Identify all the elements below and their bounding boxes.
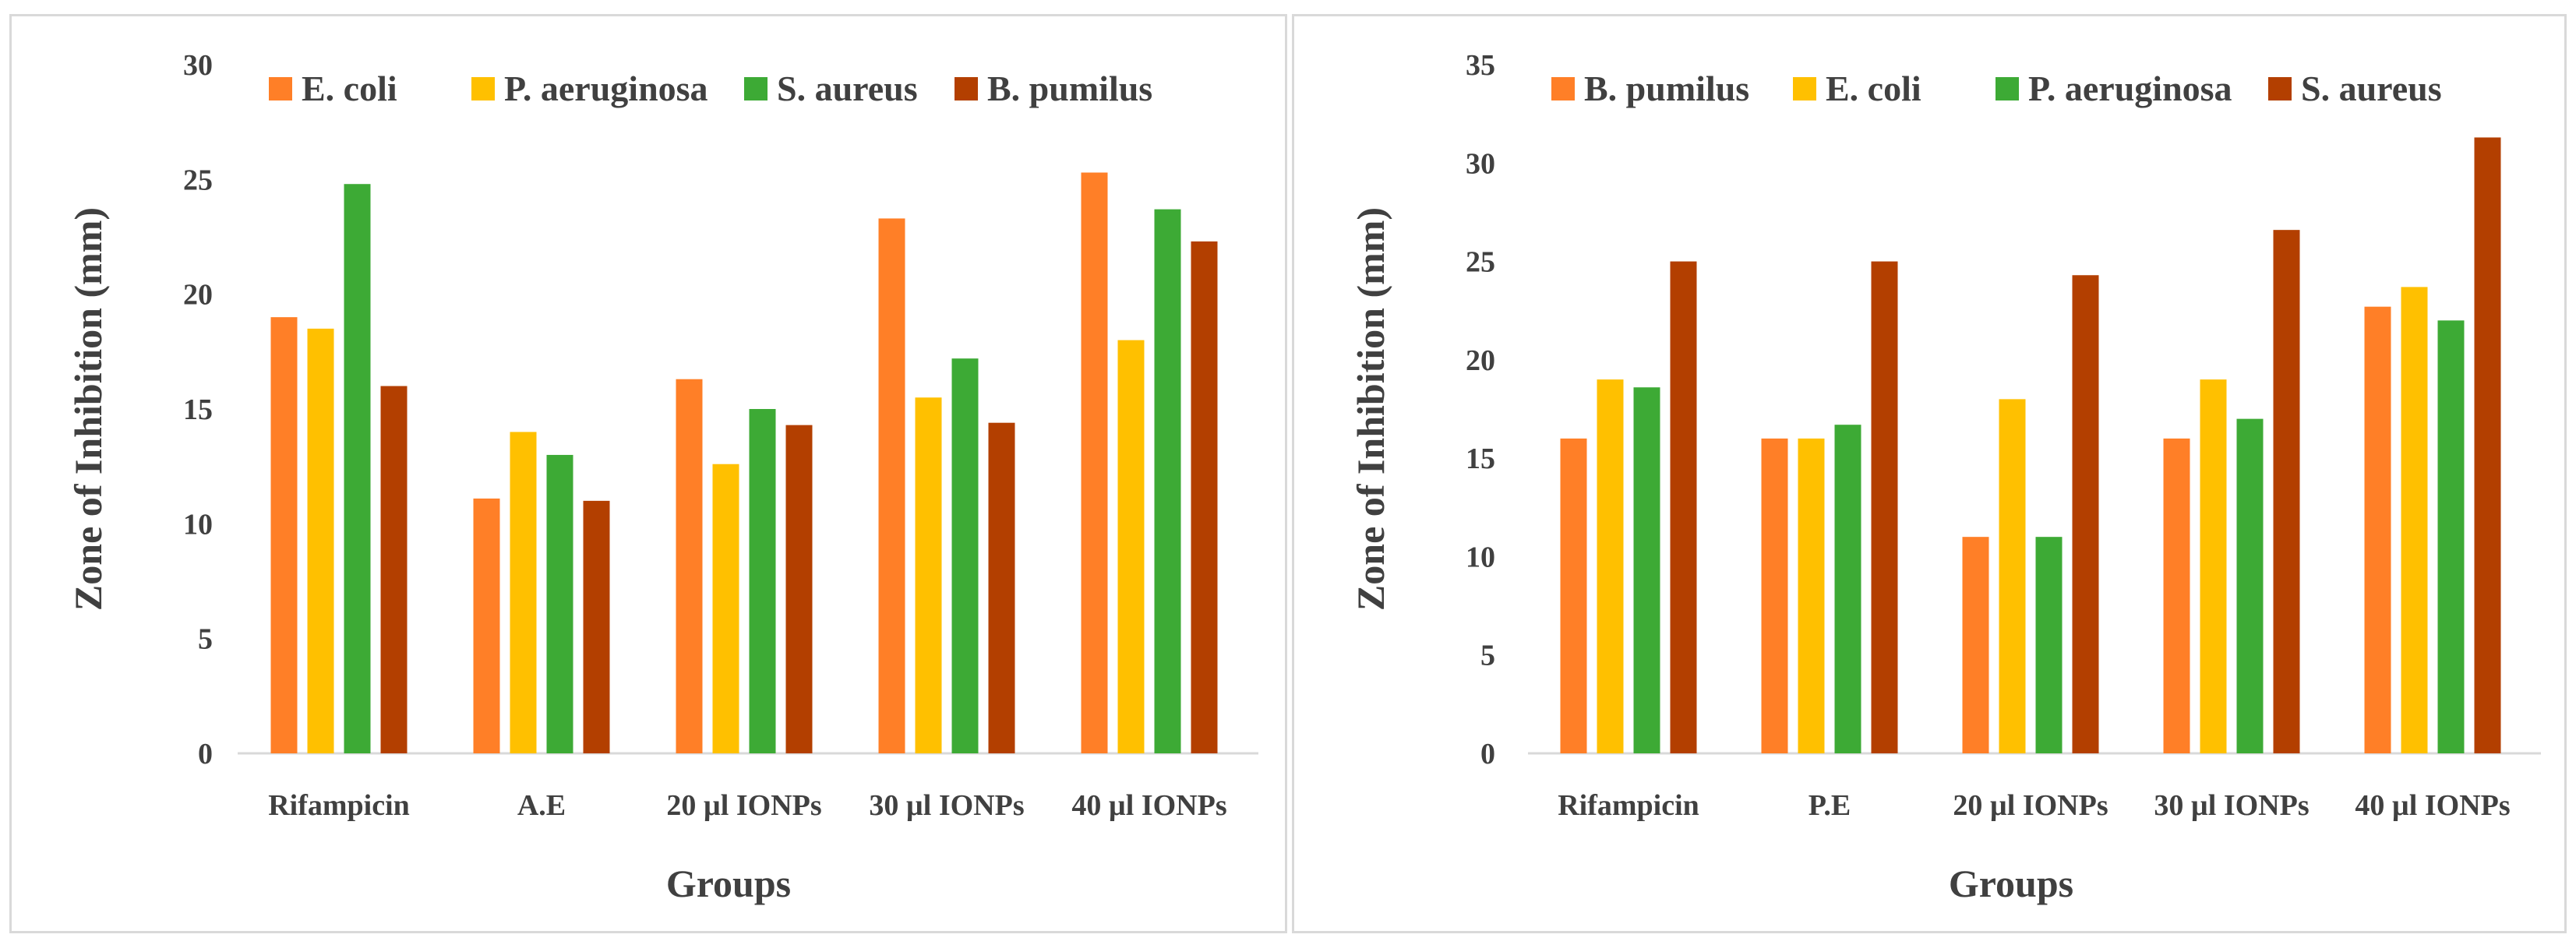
legend-label: S. aureus bbox=[2301, 69, 2442, 108]
x-category-label: 30 µl IONPs bbox=[2154, 789, 2309, 822]
chart-panel-right: 0 5 10 15 20 25 30 35 Rifampicin P.E 20 µl IONPs 30… bbox=[1292, 14, 2567, 933]
bar-p-aeruginosa-2 bbox=[2035, 537, 2063, 753]
bar-p-aeruginosa-1 bbox=[510, 432, 537, 753]
bar-b-pumilus-4 bbox=[2364, 306, 2391, 754]
x-category-label: Rifampicin bbox=[268, 789, 410, 822]
bar-p-aeruginosa-2 bbox=[712, 464, 739, 753]
bar-s-aureus-0 bbox=[344, 184, 371, 753]
bar-p-aeruginosa-4 bbox=[1117, 340, 1145, 754]
bar-s-aureus-2 bbox=[2072, 275, 2099, 753]
y-tick-label: 15 bbox=[183, 393, 213, 426]
bar-b-pumilus-0 bbox=[1560, 438, 1587, 753]
bar-s-aureus-1 bbox=[1871, 261, 1898, 754]
bar-e-coli-3 bbox=[878, 218, 905, 754]
bar-s-aureus-2 bbox=[749, 409, 776, 753]
bar-b-pumilus-3 bbox=[2163, 438, 2190, 753]
bar-s-aureus-4 bbox=[1154, 209, 1181, 753]
bar-b-pumilus-3 bbox=[988, 422, 1015, 753]
y-tick-label: 10 bbox=[1466, 541, 1495, 573]
legend-label: S. aureus bbox=[777, 69, 918, 108]
bar-b-pumilus-1 bbox=[583, 500, 610, 753]
legend-swatch bbox=[471, 77, 495, 100]
legend-swatch bbox=[269, 77, 292, 100]
x-category-label: 40 µl IONPs bbox=[1071, 789, 1226, 822]
y-tick-label: 25 bbox=[1466, 246, 1495, 279]
bar-s-aureus-0 bbox=[1670, 261, 1697, 754]
x-axis-title: Groups bbox=[1949, 862, 2073, 905]
legend-swatch bbox=[1551, 77, 1575, 100]
y-axis-title: Zone of Inhibition (mm) bbox=[1349, 207, 1392, 611]
bar-b-pumilus-4 bbox=[1191, 241, 1218, 754]
bar-p-aeruginosa-0 bbox=[1633, 387, 1660, 753]
bar-e-coli-4 bbox=[1081, 172, 1108, 753]
legend-label: P. aeruginosa bbox=[2028, 69, 2232, 108]
x-category-label: Rifampicin bbox=[1558, 789, 1699, 822]
x-category-label: P.E bbox=[1808, 789, 1851, 822]
y-tick-label: 30 bbox=[183, 49, 213, 82]
bar-e-coli-0 bbox=[1597, 379, 1624, 753]
bar-p-aeruginosa-1 bbox=[1834, 425, 1861, 753]
x-category-label: 20 µl IONPs bbox=[1953, 789, 2108, 822]
x-category-label: 20 µl IONPs bbox=[666, 789, 821, 822]
y-tick-label: 5 bbox=[1480, 640, 1495, 672]
bar-chart-left: 0 5 10 15 20 25 30 Rifampicin A.E 20 µl IONPs 30 µ… bbox=[66, 49, 1258, 905]
bar-e-coli-1 bbox=[1798, 438, 1825, 753]
x-axis-title: Groups bbox=[666, 862, 791, 905]
bar-e-coli-2 bbox=[1999, 399, 2026, 753]
legend-swatch bbox=[1996, 77, 2019, 100]
bar-chart-right: 0 5 10 15 20 25 30 35 Rifampicin P.E 20 µl IONPs 30… bbox=[1349, 49, 2541, 905]
chart-panel-left: 0 5 10 15 20 25 30 Rifampicin A.E 20 µl IONPs 30 µ… bbox=[9, 14, 1287, 933]
bar-s-aureus-1 bbox=[546, 454, 573, 753]
bar-e-coli-4 bbox=[2401, 287, 2428, 753]
x-category-label: 40 µl IONPs bbox=[2355, 789, 2510, 822]
bar-s-aureus-3 bbox=[951, 358, 979, 753]
bar-p-aeruginosa-3 bbox=[2236, 418, 2264, 753]
bar-b-pumilus-0 bbox=[380, 386, 408, 753]
y-tick-label: 0 bbox=[198, 738, 213, 770]
y-tick-label: 5 bbox=[198, 623, 213, 656]
y-tick-label: 35 bbox=[1466, 49, 1495, 82]
bar-p-aeruginosa-3 bbox=[915, 397, 942, 753]
bar-s-aureus-3 bbox=[2273, 230, 2300, 753]
bar-b-pumilus-1 bbox=[1761, 438, 1788, 753]
y-tick-label: 20 bbox=[1466, 344, 1495, 377]
y-tick-label: 15 bbox=[1466, 443, 1495, 475]
legend-label: B. pumilus bbox=[1584, 69, 1749, 108]
bar-p-aeruginosa-0 bbox=[307, 328, 334, 753]
legend-swatch bbox=[1793, 77, 1816, 100]
y-axis-title: Zone of Inhibition (mm) bbox=[66, 207, 110, 611]
legend-swatch bbox=[2268, 77, 2292, 100]
y-tick-label: 25 bbox=[183, 164, 213, 196]
legend-label: P. aeruginosa bbox=[504, 69, 708, 108]
bar-b-pumilus-2 bbox=[785, 425, 813, 753]
bar-p-aeruginosa-4 bbox=[2437, 320, 2465, 753]
y-tick-label: 30 bbox=[1466, 147, 1495, 180]
legend-swatch bbox=[955, 77, 978, 100]
legend-label: B. pumilus bbox=[987, 69, 1152, 108]
legend-swatch bbox=[744, 77, 768, 100]
y-tick-label: 20 bbox=[183, 279, 213, 312]
y-tick-label: 10 bbox=[183, 508, 213, 541]
y-tick-label: 0 bbox=[1480, 738, 1495, 770]
bar-b-pumilus-2 bbox=[1962, 537, 1989, 753]
x-category-label: A.E bbox=[517, 789, 566, 822]
legend-label: E. coli bbox=[302, 69, 397, 108]
bar-e-coli-1 bbox=[473, 498, 500, 753]
x-category-label: 30 µl IONPs bbox=[869, 789, 1024, 822]
bar-s-aureus-4 bbox=[2474, 137, 2501, 754]
bar-e-coli-2 bbox=[676, 379, 703, 753]
bar-e-coli-0 bbox=[270, 317, 298, 754]
bar-e-coli-3 bbox=[2200, 379, 2227, 753]
legend-label: E. coli bbox=[1826, 69, 1921, 108]
